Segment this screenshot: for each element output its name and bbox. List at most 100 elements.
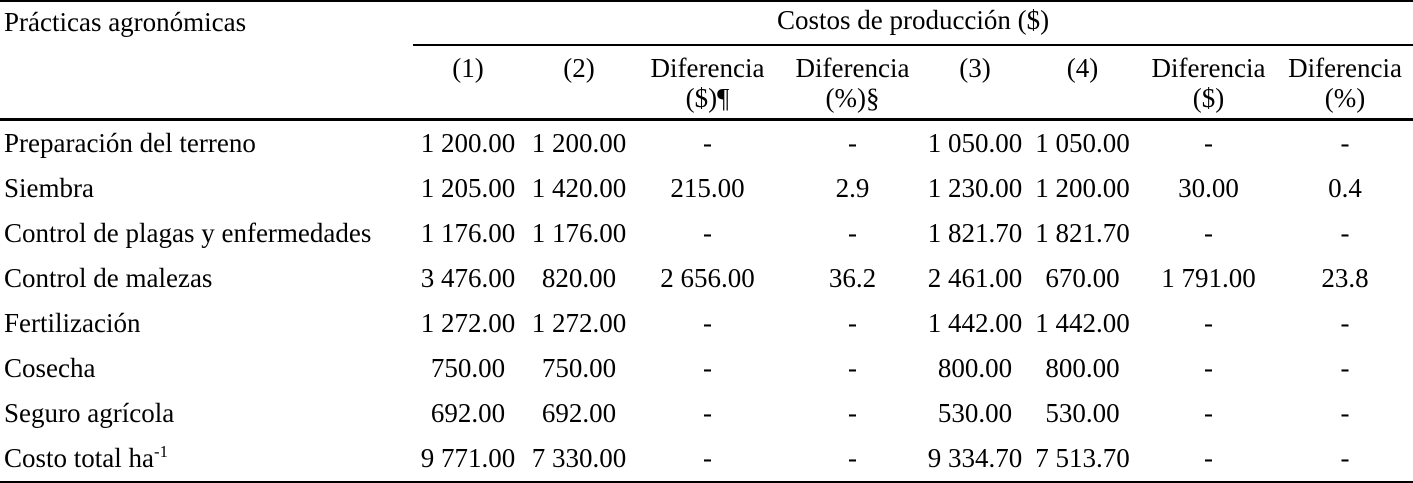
table-body: Preparación del terreno 1 200.00 1 200.00… — [0, 120, 1413, 483]
column-header-line1: (1) — [452, 53, 484, 83]
cost-value: 530.00 — [1045, 397, 1120, 428]
group-header-row: Prácticas agronómicas Costos de producci… — [0, 1, 1413, 121]
practice-label-text: Costo total ha — [4, 442, 154, 473]
cost-value: 1 205.00 — [420, 172, 516, 203]
cost-value: 692.00 — [541, 397, 617, 428]
cost-value: 23.8 — [1321, 262, 1369, 293]
practice-label-text: Cosecha — [4, 352, 96, 383]
cost-value: 1 050.00 — [1035, 127, 1130, 158]
practice-label: Control de plagas y enfermedades — [0, 211, 413, 256]
cost-value: 1 200.00 — [420, 127, 516, 158]
practice-label: Costo total ha-1 — [0, 436, 413, 483]
column-header: Diferencia (%) — [1277, 45, 1413, 121]
practice-label-text: Preparación del terreno — [4, 127, 256, 158]
cost-value: 670.00 — [1045, 262, 1120, 293]
cost-value: 30.00 — [1178, 172, 1239, 203]
column-header: Diferencia (%)§ — [780, 45, 925, 121]
cost-value: - — [1340, 442, 1350, 473]
cost-value: - — [703, 397, 712, 428]
cost-value: 7 513.70 — [1035, 442, 1130, 473]
cost-value: 692.00 — [430, 397, 506, 428]
column-header: (4) — [1025, 45, 1140, 121]
cost-value: 1 176.00 — [420, 217, 516, 248]
cost-value: - — [1204, 442, 1213, 473]
practice-label: Fertilización — [0, 301, 413, 346]
subheader-row: (1) (2) Diferencia ($)¶ Diferencia (%)§ (3) (4)… — [0, 45, 1413, 121]
cost-value: - — [1340, 352, 1350, 383]
cost-value: 1 230.00 — [927, 172, 1023, 203]
table-row: Control de malezas 3 476.00 820.00 2 656.0… — [0, 256, 1413, 301]
cost-value: - — [1204, 397, 1213, 428]
cost-value: 1 176.00 — [531, 217, 627, 248]
cost-value: - — [703, 127, 712, 158]
practices-column-header: Prácticas agronómicas — [0, 1, 413, 121]
column-header-line2: (%) — [1324, 82, 1366, 113]
column-header-line1: (3) — [959, 53, 991, 83]
column-header-line1: Diferencia — [795, 53, 910, 83]
column-header: Diferencia ($)¶ — [635, 45, 780, 121]
costs-group-header: Costos de producción ($) — [413, 1, 1413, 46]
cost-value: - — [1204, 127, 1213, 158]
practice-label-text: Siembra — [4, 172, 94, 203]
practice-label-text: Control de malezas — [4, 262, 213, 293]
cost-value: 1 821.70 — [927, 217, 1023, 248]
table-row: Costo total ha-1 9 771.00 7 330.00 - - 9 334… — [0, 436, 1413, 483]
cost-value: 1 821.70 — [1035, 217, 1130, 248]
practice-label: Seguro agrícola — [0, 391, 413, 436]
column-header-line2: (%)§ — [825, 82, 880, 113]
practice-label: Control de malezas — [0, 256, 413, 301]
cost-value: 9 771.00 — [420, 442, 516, 473]
practice-label: Cosecha — [0, 346, 413, 391]
cost-value: - — [1204, 217, 1213, 248]
cost-value: 0.4 — [1328, 172, 1362, 203]
column-header: (3) — [925, 45, 1025, 121]
cost-value: - — [703, 307, 712, 338]
practice-label-text: Fertilización — [4, 307, 141, 338]
cost-value: - — [1340, 217, 1350, 248]
cost-value: 1 442.00 — [1035, 307, 1130, 338]
table-row: Cosecha 750.00 750.00 - - 800.00 800.00 - - — [0, 346, 1413, 391]
cost-value: 820.00 — [541, 262, 617, 293]
cost-value: 1 272.00 — [420, 307, 516, 338]
column-header-line1: Diferencia — [650, 53, 765, 83]
table-row: Control de plagas y enfermedades 1 176.0… — [0, 211, 1413, 256]
practice-label-superscript: -1 — [154, 441, 168, 461]
cost-value: 2.9 — [835, 172, 870, 203]
cost-value: - — [848, 127, 857, 158]
cost-value: - — [848, 352, 857, 383]
cost-value: - — [848, 307, 857, 338]
column-header-line1: Diferencia — [1151, 53, 1266, 83]
column-header: Diferencia ($) — [1140, 45, 1277, 121]
cost-value: - — [703, 352, 712, 383]
cost-value: 1 050.00 — [927, 127, 1023, 158]
table-row: Seguro agrícola 692.00 692.00 - - 530.00 530.… — [0, 391, 1413, 436]
cost-value: - — [1340, 127, 1350, 158]
cost-value: 1 442.00 — [927, 307, 1023, 338]
column-header-line1: (4) — [1066, 53, 1099, 83]
table-row: Siembra 1 205.00 1 420.00 215.00 2.9 1 230.0… — [0, 166, 1413, 211]
cost-value: - — [1340, 397, 1350, 428]
column-header-line2: ($)¶ — [685, 82, 730, 113]
cost-value: 2 656.00 — [660, 262, 755, 293]
cost-value: 1 200.00 — [1035, 172, 1130, 203]
cost-value: 3 476.00 — [420, 262, 516, 293]
practice-label: Preparación del terreno — [0, 120, 413, 167]
practice-label: Siembra — [0, 166, 413, 211]
cost-value: 36.2 — [828, 262, 877, 293]
column-header: (1) — [413, 45, 523, 121]
column-header-line1: (2) — [563, 53, 595, 83]
table-row: Preparación del terreno 1 200.00 1 200.00… — [0, 120, 1413, 167]
column-header: (2) — [523, 45, 635, 121]
practice-label-text: Seguro agrícola — [4, 397, 175, 428]
cost-value: 7 330.00 — [531, 442, 627, 473]
cost-value: 750.00 — [541, 352, 617, 383]
cost-value: - — [703, 217, 712, 248]
cost-value: 800.00 — [1045, 352, 1120, 383]
cost-value: 9 334.70 — [927, 442, 1023, 473]
cost-value: - — [848, 217, 857, 248]
column-header-line2: ($) — [1192, 82, 1225, 113]
column-header-line1: Diferencia — [1288, 53, 1402, 83]
cost-value: 800.00 — [937, 352, 1013, 383]
cost-value: 1 272.00 — [531, 307, 627, 338]
